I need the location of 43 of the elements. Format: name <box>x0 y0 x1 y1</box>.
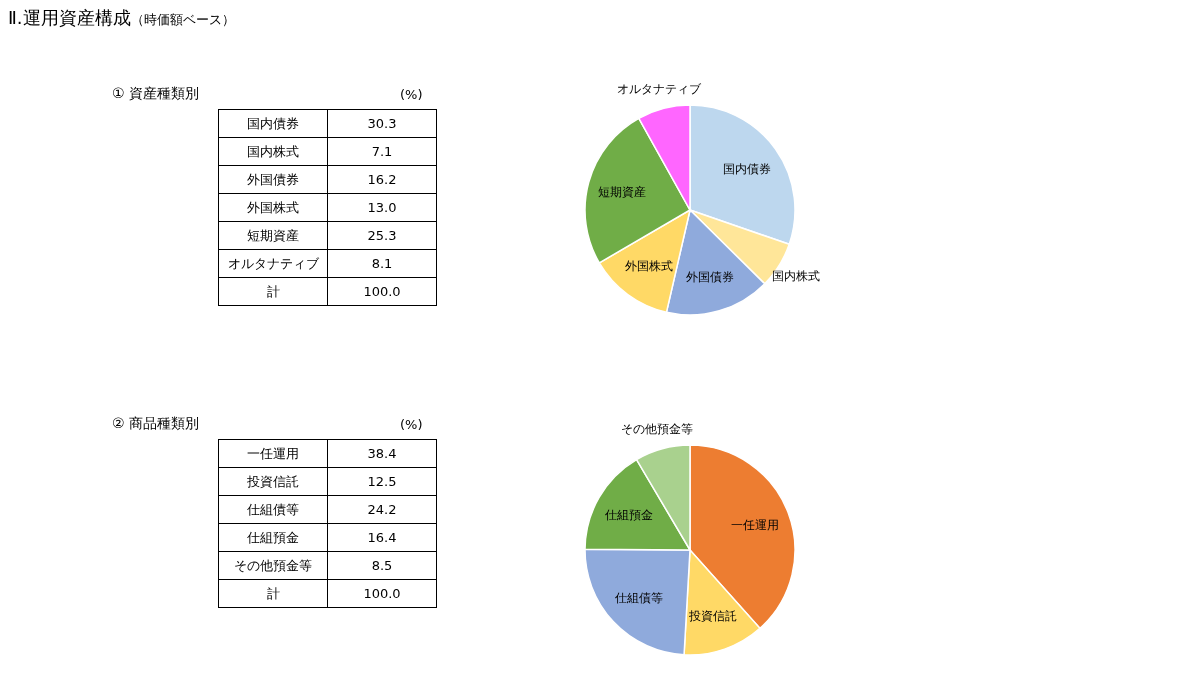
text: 100.0 <box>327 579 437 608</box>
slice-label: 国内株式 <box>772 268 821 283</box>
text: 8.5 <box>327 551 437 580</box>
text: 短期資産 <box>218 221 328 250</box>
slice-label: オルタナティブ <box>616 82 702 97</box>
text: 24.2 <box>327 495 437 524</box>
text: 計 <box>218 579 328 608</box>
text: (%) <box>400 417 423 432</box>
text: 38.4 <box>327 439 437 468</box>
slice-label: 国内債券 <box>723 162 772 177</box>
slice-label: 一任運用 <box>731 518 780 533</box>
text: 外国債券 <box>218 165 328 194</box>
slice-label: 短期資産 <box>598 184 647 199</box>
text: 25.3 <box>327 221 437 250</box>
text: 投資信託 <box>218 467 328 496</box>
text: ② 商品種類別 <box>112 415 200 433</box>
text: Ⅱ.運用資産構成 <box>8 7 131 28</box>
slice-label: 仕組預金 <box>604 508 654 523</box>
text: 国内債券 <box>218 109 328 138</box>
text: 16.2 <box>327 165 437 194</box>
slice-label: その他預金等 <box>621 422 694 437</box>
text: ① 資産種類別 <box>112 85 200 103</box>
text: 仕組預金 <box>218 523 328 552</box>
text: 30.3 <box>327 109 437 138</box>
text: 国内株式 <box>218 137 328 166</box>
text: 7.1 <box>327 137 437 166</box>
text: 仕組債等 <box>218 495 328 524</box>
text: 16.4 <box>327 523 437 552</box>
slice-label: 外国債券 <box>685 270 734 285</box>
slice-label: 外国株式 <box>624 259 673 274</box>
text: その他預金等 <box>218 551 328 580</box>
text: 計 <box>218 277 328 306</box>
text: (%) <box>400 87 423 102</box>
text: オルタナティブ <box>218 249 328 278</box>
text: 8.1 <box>327 249 437 278</box>
text: （時価額ベース） <box>130 12 235 27</box>
text: 一任運用 <box>218 439 328 468</box>
text: 12.5 <box>327 467 437 496</box>
slice-label: 仕組債等 <box>613 590 663 605</box>
slice-label: 投資信託 <box>688 609 738 624</box>
text: 13.0 <box>327 193 437 222</box>
text: 100.0 <box>327 277 437 306</box>
text: 外国株式 <box>218 193 328 222</box>
